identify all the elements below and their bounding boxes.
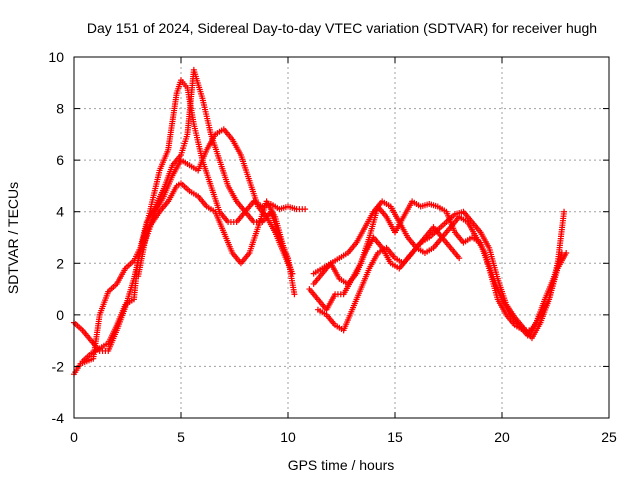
y-tick-label: 8 — [56, 101, 64, 117]
y-tick-label: -2 — [52, 358, 65, 374]
series-track-7 — [314, 208, 570, 342]
data-point — [289, 270, 296, 277]
y-tick-label: 2 — [56, 255, 64, 271]
series-track-4 — [135, 126, 296, 280]
data-point — [456, 255, 463, 262]
x-tick-label: 15 — [387, 429, 403, 445]
data-point — [302, 206, 309, 213]
grid-lines — [74, 57, 609, 418]
data-point — [563, 249, 570, 256]
series-track-8 — [310, 224, 463, 287]
chart-title: Day 151 of 2024, Sidereal Day-to-day VTE… — [87, 20, 597, 36]
y-axis-label: SDTVAR / TECUs — [5, 182, 21, 294]
x-tick-label: 20 — [494, 429, 510, 445]
y-tick-label: 6 — [56, 152, 64, 168]
x-tick-label: 10 — [280, 429, 296, 445]
y-tick-label: -4 — [52, 410, 65, 426]
data-points — [71, 66, 570, 378]
plot-frame — [73, 56, 610, 419]
data-point — [291, 291, 298, 298]
data-point — [561, 208, 568, 215]
series-track-2 — [71, 66, 298, 378]
axis-ticks: 0 5 10 15 20 25 -4 -2 0 2 4 6 8 10 — [48, 49, 617, 445]
series-track-5 — [306, 198, 568, 334]
x-tick-label: 25 — [601, 429, 617, 445]
y-tick-label: 10 — [48, 49, 64, 65]
x-tick-label: 0 — [70, 429, 78, 445]
series-track-3 — [79, 180, 296, 365]
x-tick-label: 5 — [177, 429, 185, 445]
y-tick-label: 0 — [56, 307, 64, 323]
y-tick-label: 4 — [56, 204, 64, 220]
x-axis-label: GPS time / hours — [288, 457, 395, 473]
